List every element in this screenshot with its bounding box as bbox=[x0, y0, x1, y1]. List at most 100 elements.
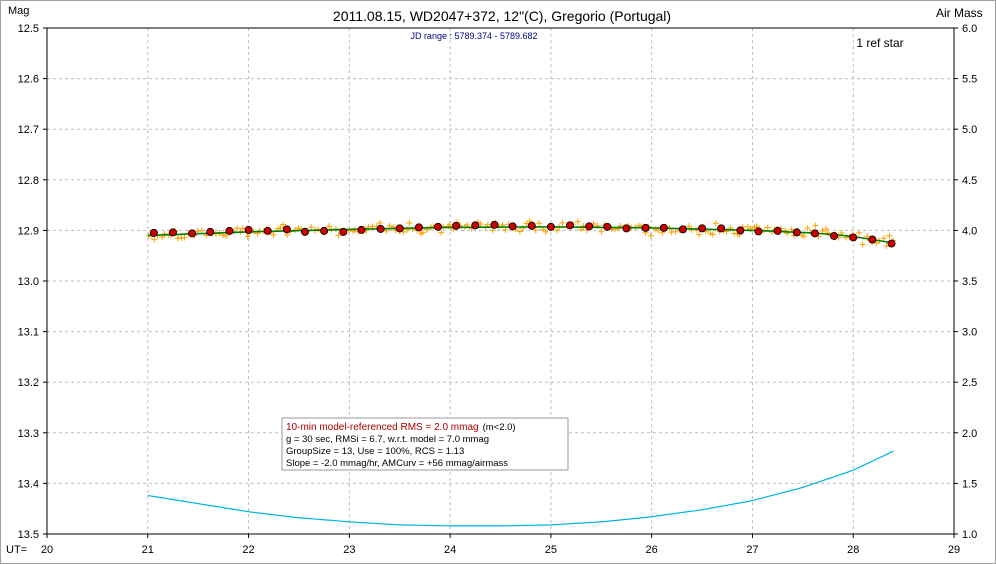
y2-tick-label: 1.5 bbox=[962, 478, 977, 490]
group-average-point bbox=[357, 225, 366, 234]
x-tick-label: 25 bbox=[545, 544, 557, 556]
raw-point bbox=[346, 227, 353, 234]
group-average-markers bbox=[149, 220, 896, 248]
group-average-point bbox=[659, 223, 668, 232]
x-tick-label: 22 bbox=[242, 544, 254, 556]
raw-point bbox=[516, 228, 523, 235]
raw-point bbox=[270, 231, 277, 238]
x-tick-label: 28 bbox=[847, 544, 859, 556]
air-mass-line bbox=[147, 450, 894, 527]
group-average-point bbox=[773, 226, 782, 235]
raw-point bbox=[223, 232, 230, 239]
chart-title: 2011.08.15, WD2047+372, 12"(C), Gregorio… bbox=[333, 8, 671, 24]
raw-point bbox=[647, 232, 654, 239]
group-average-point bbox=[490, 220, 499, 229]
group-average-point bbox=[282, 225, 291, 234]
air-mass-curve bbox=[147, 450, 894, 527]
raw-point bbox=[409, 226, 416, 233]
group-average-point bbox=[868, 235, 877, 244]
y-tick-label: 12.6 bbox=[18, 74, 39, 86]
group-average-point bbox=[585, 222, 594, 231]
group-average-point bbox=[206, 227, 215, 236]
group-average-point bbox=[717, 224, 726, 233]
raw-point bbox=[709, 231, 716, 238]
group-average-point bbox=[622, 224, 631, 233]
group-average-point bbox=[736, 226, 745, 235]
x-tick-label: 20 bbox=[41, 544, 53, 556]
group-average-point bbox=[849, 233, 858, 242]
raw-point bbox=[438, 229, 445, 236]
y2-tick-label: 5.5 bbox=[962, 74, 977, 86]
raw-point bbox=[308, 224, 315, 231]
group-average-point bbox=[244, 225, 253, 234]
y-tick-label: 12.7 bbox=[18, 124, 39, 136]
y2-tick-label: 3.0 bbox=[962, 327, 977, 339]
x-tick-label: 27 bbox=[746, 544, 758, 556]
raw-point bbox=[819, 227, 826, 234]
x-tick-label: 26 bbox=[646, 544, 658, 556]
group-average-point bbox=[471, 221, 480, 230]
group-average-point bbox=[754, 227, 763, 236]
raw-point bbox=[859, 241, 866, 248]
raw-point bbox=[335, 232, 342, 239]
raw-point bbox=[812, 222, 819, 229]
raw-point bbox=[536, 220, 543, 227]
raw-point bbox=[856, 229, 863, 236]
group-average-point bbox=[188, 229, 197, 238]
group-average-point bbox=[149, 228, 158, 237]
raw-point bbox=[523, 220, 530, 227]
group-average-point bbox=[414, 223, 423, 232]
raw-point bbox=[326, 223, 333, 230]
group-average-point bbox=[810, 229, 819, 238]
raw-point bbox=[419, 229, 426, 236]
y2-axis-label: Air Mass bbox=[936, 6, 983, 20]
raw-point bbox=[696, 231, 703, 238]
y2-tick-label: 3.5 bbox=[962, 276, 977, 288]
y-tick-label: 12.9 bbox=[18, 225, 39, 237]
x-tick-label: 29 bbox=[948, 544, 960, 556]
y-tick-label: 13.4 bbox=[18, 478, 39, 490]
raw-point bbox=[244, 233, 251, 240]
info-rms: 10-min model-referenced RMS = 2.0 mmag bbox=[286, 422, 479, 433]
raw-point bbox=[519, 225, 526, 232]
group-average-point bbox=[546, 222, 555, 231]
group-average-point bbox=[168, 228, 177, 237]
y-axis-label: Mag bbox=[8, 5, 29, 17]
info-line-2: g = 30 sec, RMSi = 6.7, w.r.t. model = 7… bbox=[286, 434, 489, 445]
y-tick-label: 12.8 bbox=[18, 175, 39, 187]
model-fit-line bbox=[147, 226, 894, 244]
group-average-point bbox=[452, 221, 461, 230]
raw-points bbox=[145, 218, 897, 249]
raw-point bbox=[280, 221, 287, 228]
x-tick-label: 24 bbox=[444, 544, 456, 556]
y-tick-label: 13.3 bbox=[18, 428, 39, 440]
y2-tick-label: 5.0 bbox=[962, 124, 977, 136]
group-average-point bbox=[698, 224, 707, 233]
y2-tick-label: 6.0 bbox=[962, 23, 977, 35]
group-average-point bbox=[527, 221, 536, 230]
raw-point bbox=[598, 228, 605, 235]
y2-tick-label: 1.0 bbox=[962, 529, 977, 541]
raw-point bbox=[277, 225, 284, 232]
raw-point bbox=[823, 225, 830, 232]
group-average-point bbox=[434, 222, 443, 231]
group-average-point bbox=[641, 223, 650, 232]
raw-point bbox=[764, 224, 771, 231]
y-tick-label: 13.1 bbox=[18, 327, 39, 339]
info-line-4: Slope = -2.0 mmag/hr, AMCurv = +56 mmag/… bbox=[286, 458, 508, 469]
group-average-point bbox=[887, 239, 896, 248]
y2-tick-label: 4.0 bbox=[962, 225, 977, 237]
group-average-point bbox=[339, 227, 348, 236]
ref-star-note: 1 ref star bbox=[856, 36, 903, 50]
y-tick-label: 13.0 bbox=[18, 276, 39, 288]
raw-point bbox=[693, 226, 700, 233]
stats-info-box: 10-min model-referenced RMS = 2.0 mmag (m… bbox=[281, 417, 569, 471]
group-average-point bbox=[830, 231, 839, 240]
group-average-point bbox=[263, 226, 272, 235]
y2-tick-label: 2.0 bbox=[962, 428, 977, 440]
model-fit-path bbox=[147, 226, 894, 244]
raw-point bbox=[532, 227, 539, 234]
y2-tick-label: 2.5 bbox=[962, 377, 977, 389]
group-average-point bbox=[300, 227, 309, 236]
